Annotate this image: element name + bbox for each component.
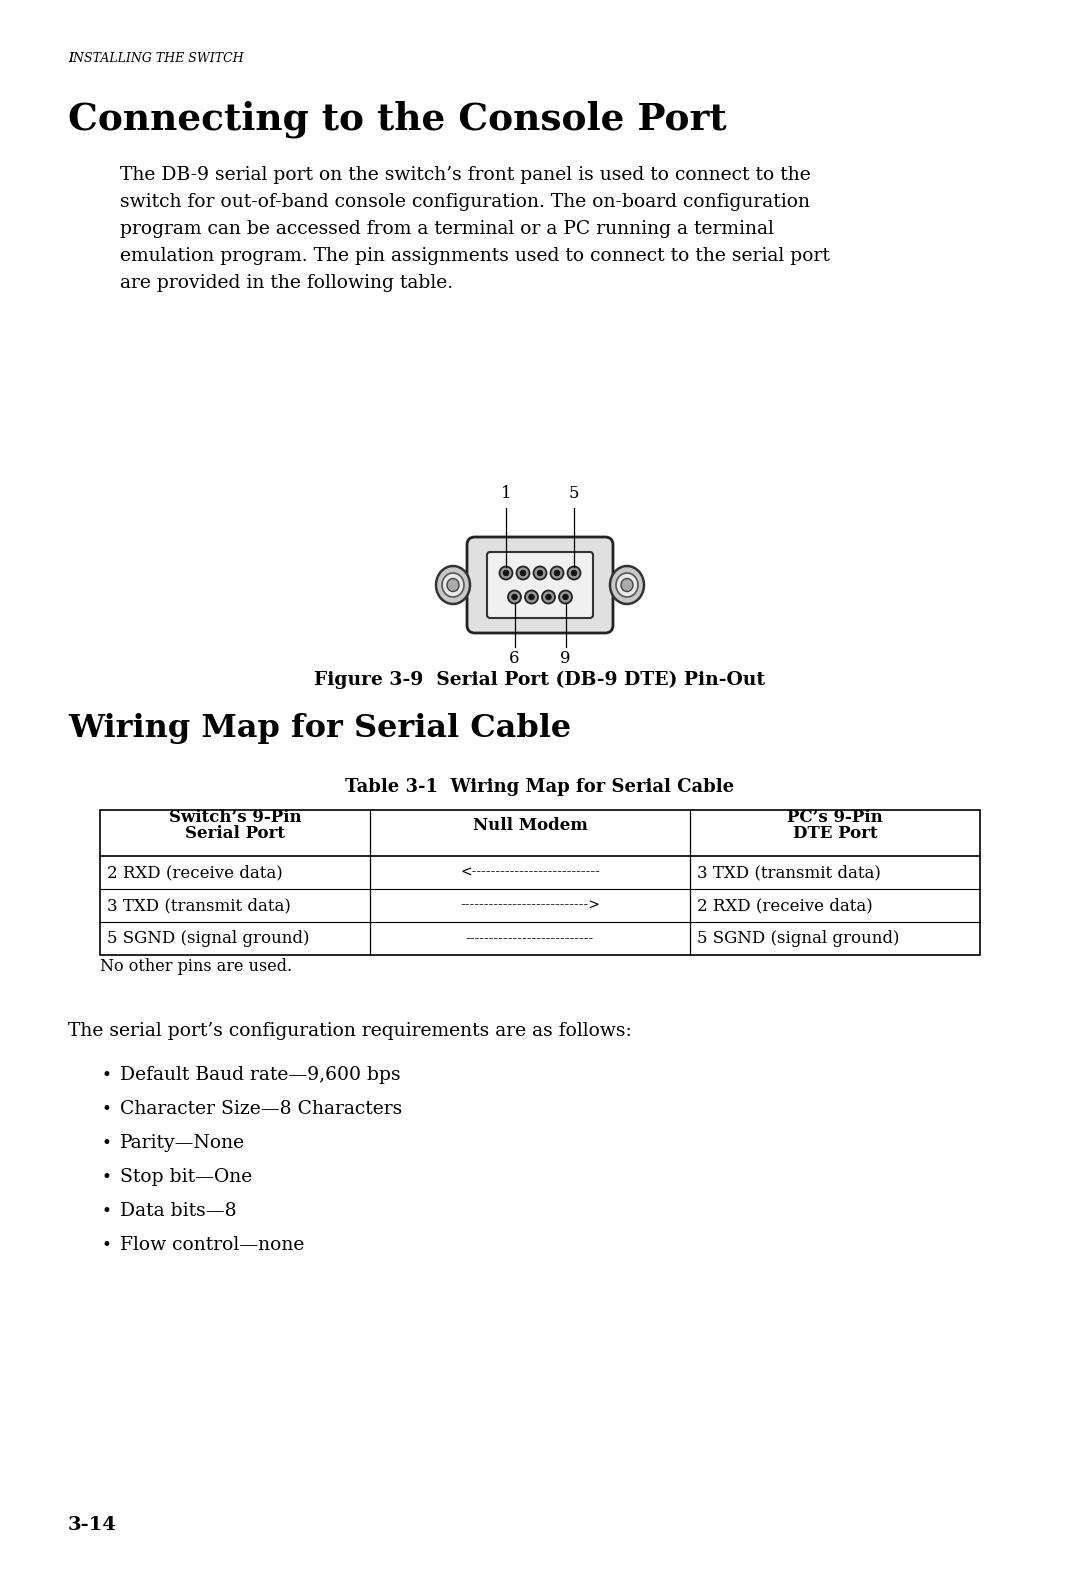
Circle shape	[525, 590, 538, 603]
Bar	[100, 810, 980, 955]
Circle shape	[554, 570, 559, 576]
Text: The DB-9 serial port on the switch’s front panel is used to connect to the: The DB-9 serial port on the switch’s fro…	[120, 166, 811, 184]
Text: 5 SGND (signal ground): 5 SGND (signal ground)	[697, 929, 900, 947]
Text: •: •	[102, 1170, 112, 1185]
Text: PC’s 9-Pin: PC’s 9-Pin	[787, 809, 882, 826]
Ellipse shape	[610, 567, 644, 604]
Circle shape	[512, 595, 517, 600]
Ellipse shape	[442, 573, 464, 597]
Text: switch for out-of-band console configuration. The on-board configuration: switch for out-of-band console configura…	[120, 193, 810, 210]
Text: Wiring Map for Serial Cable: Wiring Map for Serial Cable	[68, 713, 571, 744]
Text: Serial Port: Serial Port	[185, 824, 285, 842]
Circle shape	[551, 567, 564, 579]
Text: Connecting to the Console Port: Connecting to the Console Port	[68, 100, 727, 138]
Text: <---------------------------: <---------------------------	[460, 867, 599, 881]
Text: •: •	[102, 1237, 112, 1254]
Text: 9: 9	[561, 650, 570, 667]
Text: Data bits—8: Data bits—8	[120, 1203, 237, 1220]
Circle shape	[508, 590, 521, 603]
FancyBboxPatch shape	[467, 537, 613, 633]
Circle shape	[534, 567, 546, 579]
Circle shape	[545, 595, 551, 600]
Text: DTE Port: DTE Port	[793, 824, 877, 842]
Text: No other pins are used.: No other pins are used.	[100, 958, 292, 975]
Text: Stop bit—One: Stop bit—One	[120, 1168, 253, 1185]
Ellipse shape	[616, 573, 638, 597]
Circle shape	[499, 567, 513, 579]
Circle shape	[516, 567, 529, 579]
Text: 2 RXD (receive data): 2 RXD (receive data)	[107, 864, 283, 881]
Circle shape	[563, 595, 568, 600]
Text: program can be accessed from a terminal or a PC running a terminal: program can be accessed from a terminal …	[120, 220, 774, 239]
Ellipse shape	[436, 567, 470, 604]
Text: 2 RXD (receive data): 2 RXD (receive data)	[697, 896, 873, 914]
Text: •: •	[102, 1135, 112, 1152]
Text: are provided in the following table.: are provided in the following table.	[120, 275, 454, 292]
Text: --------------------------->: --------------------------->	[460, 900, 599, 914]
Text: •: •	[102, 1068, 112, 1083]
Text: 1: 1	[501, 485, 511, 502]
Circle shape	[521, 570, 526, 576]
Text: Flow control—none: Flow control—none	[120, 1236, 305, 1254]
Text: ---------------------------: ---------------------------	[465, 933, 594, 947]
Text: 6: 6	[510, 650, 519, 667]
Text: Parity—None: Parity—None	[120, 1134, 245, 1152]
Text: 3 TXD (transmit data): 3 TXD (transmit data)	[107, 896, 291, 914]
Text: 3 TXD (transmit data): 3 TXD (transmit data)	[697, 864, 881, 881]
Text: 5 SGND (signal ground): 5 SGND (signal ground)	[107, 929, 310, 947]
Text: emulation program. The pin assignments used to connect to the serial port: emulation program. The pin assignments u…	[120, 246, 829, 265]
Text: INSTALLING THE SWITCH: INSTALLING THE SWITCH	[68, 52, 244, 64]
Circle shape	[542, 590, 555, 603]
Ellipse shape	[447, 578, 459, 592]
Text: •: •	[102, 1203, 112, 1220]
Text: •: •	[102, 1101, 112, 1118]
Text: I: I	[68, 52, 73, 64]
Circle shape	[529, 595, 535, 600]
Circle shape	[567, 567, 581, 579]
Text: 3-14: 3-14	[68, 1517, 117, 1534]
Text: Table 3-1  Wiring Map for Serial Cable: Table 3-1 Wiring Map for Serial Cable	[346, 779, 734, 796]
Text: Character Size—8 Characters: Character Size—8 Characters	[120, 1101, 402, 1118]
Text: Switch’s 9-Pin: Switch’s 9-Pin	[168, 809, 301, 826]
Ellipse shape	[621, 578, 633, 592]
Circle shape	[571, 570, 577, 576]
Text: Figure 3-9  Serial Port (DB-9 DTE) Pin-Out: Figure 3-9 Serial Port (DB-9 DTE) Pin-Ou…	[314, 670, 766, 689]
Circle shape	[503, 570, 509, 576]
FancyBboxPatch shape	[487, 553, 593, 619]
Circle shape	[559, 590, 572, 603]
Text: 5: 5	[569, 485, 579, 502]
Text: Default Baud rate—9,600 bps: Default Baud rate—9,600 bps	[120, 1066, 401, 1083]
Circle shape	[537, 570, 543, 576]
Text: Null Modem: Null Modem	[473, 816, 588, 834]
Text: The serial port’s configuration requirements are as follows:: The serial port’s configuration requirem…	[68, 1022, 632, 1039]
